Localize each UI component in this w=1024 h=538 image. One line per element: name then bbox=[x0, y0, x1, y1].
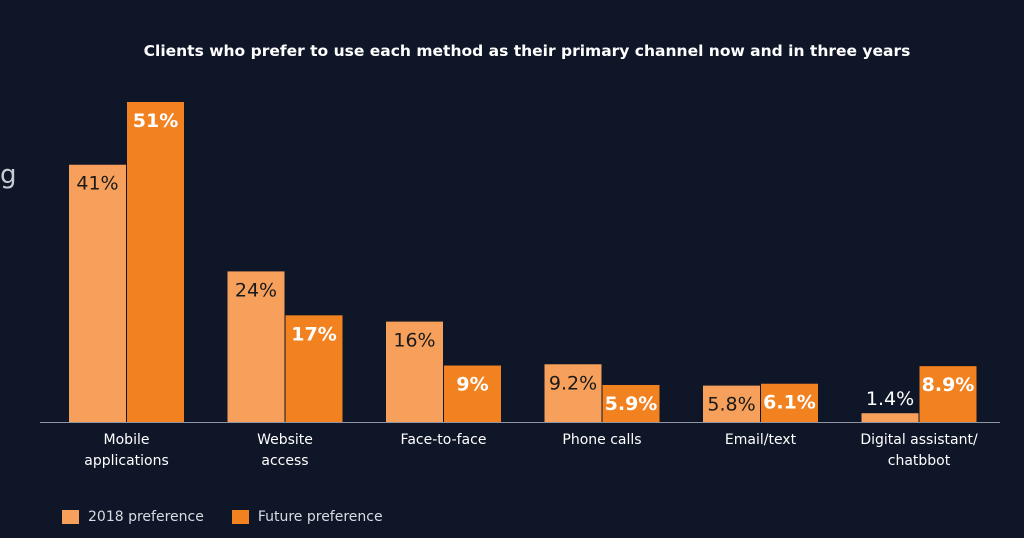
category-label: Digital assistant/ bbox=[860, 432, 978, 448]
bar-2018 bbox=[703, 385, 760, 422]
data-label: 17% bbox=[291, 323, 336, 345]
legend-item-2018: 2018 preference bbox=[62, 509, 204, 525]
data-label: 9.2% bbox=[549, 372, 597, 394]
data-label: 1.4% bbox=[866, 388, 914, 410]
bar-future bbox=[444, 365, 501, 422]
legend-item-future: Future preference bbox=[231, 509, 383, 525]
category-label: Mobile bbox=[104, 432, 150, 448]
legend-label-future: Future preference bbox=[257, 509, 383, 525]
edge-text-fragment: g bbox=[0, 160, 17, 190]
data-label: 24% bbox=[235, 279, 277, 301]
data-label: 5.8% bbox=[707, 394, 755, 416]
bar-2018 bbox=[861, 413, 919, 422]
bar-future bbox=[285, 315, 343, 422]
bar-2018 bbox=[69, 164, 126, 422]
legend-swatch-future bbox=[231, 510, 249, 524]
legend: 2018 preference Future preference bbox=[62, 509, 411, 525]
bar-future bbox=[127, 102, 184, 422]
data-label: 8.9% bbox=[922, 374, 975, 396]
bar-future bbox=[919, 366, 977, 422]
data-label: 41% bbox=[76, 173, 118, 195]
legend-swatch-2018 bbox=[62, 510, 79, 524]
bar-future bbox=[761, 383, 818, 422]
category-label: chatbbot bbox=[888, 453, 951, 469]
chart-title: Clients who prefer to use each method as… bbox=[143, 42, 911, 60]
category-label: access bbox=[261, 453, 308, 469]
category-label: Face-to-face bbox=[401, 432, 487, 448]
bar-2018 bbox=[544, 364, 602, 422]
bar-future bbox=[602, 384, 660, 422]
data-label: 51% bbox=[133, 110, 178, 132]
category-label: Phone calls bbox=[562, 432, 641, 448]
bar-2018 bbox=[386, 321, 443, 422]
bar-2018 bbox=[227, 271, 285, 422]
category-label: Email/text bbox=[725, 432, 797, 448]
data-label: 9% bbox=[456, 374, 488, 396]
legend-label-2018: 2018 preference bbox=[88, 509, 204, 525]
data-label: 6.1% bbox=[763, 392, 816, 414]
category-label: Website bbox=[257, 432, 313, 448]
data-label: 5.9% bbox=[605, 393, 658, 415]
category-label: applications bbox=[84, 453, 169, 469]
data-label: 16% bbox=[393, 330, 435, 352]
